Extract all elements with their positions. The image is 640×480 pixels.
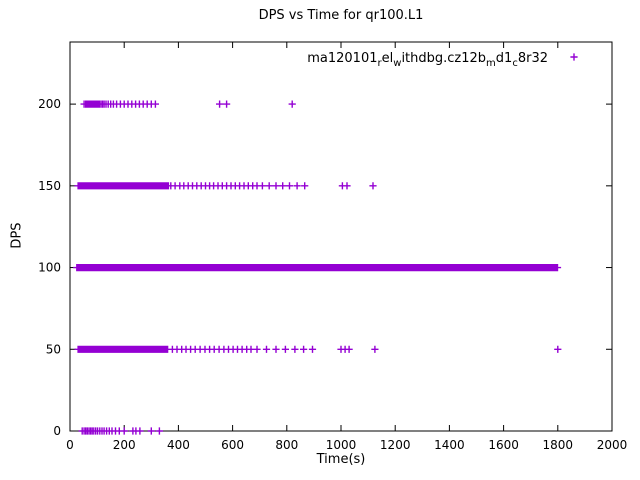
legend-marker-icon: [570, 53, 578, 61]
y-tick-label: 200: [38, 97, 61, 111]
y-tick-label: 150: [38, 179, 61, 193]
x-tick-label: 1600: [488, 438, 519, 452]
x-tick-label: 1200: [380, 438, 411, 452]
legend-label: ma120101relwithdbg.cz12bmd1c8r32: [307, 51, 548, 69]
chart-title: DPS vs Time for qr100.L1: [258, 8, 424, 23]
x-tick-label: 1800: [543, 438, 574, 452]
axis-ticks: [69, 42, 613, 432]
x-tick-label: 400: [167, 438, 190, 452]
x-tick-label: 800: [275, 438, 298, 452]
scatter-points: [73, 100, 562, 435]
x-tick-label: 2000: [597, 438, 628, 452]
x-tick-label: 600: [221, 438, 244, 452]
y-tick-label: 100: [38, 261, 61, 275]
x-tick-label: 1000: [326, 438, 357, 452]
y-tick-label: 50: [46, 342, 61, 356]
x-tick-label: 200: [113, 438, 136, 452]
x-tick-label: 1400: [434, 438, 465, 452]
tick-labels: 0 200 400 600 800 1000 1200 1400 1600 1800 2000 0 50…: [38, 97, 627, 452]
x-tick-label: 0: [66, 438, 74, 452]
y-tick-label: 0: [53, 424, 61, 438]
x-axis-label: Time(s): [316, 452, 366, 467]
plot-border: [69, 41, 613, 432]
